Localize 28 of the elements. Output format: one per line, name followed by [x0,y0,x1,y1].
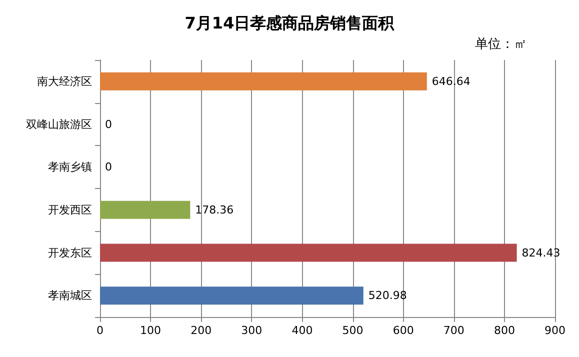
y-tick-label: 南大经济区 [37,74,92,88]
data-label: 0 [105,160,112,174]
x-tick-label: 400 [292,324,313,337]
y-tick-label: 开发东区 [48,246,92,260]
text: 单位：㎡ [475,37,527,52]
data-label: 824.43 [522,246,560,260]
x-tick-label: 0 [96,324,104,337]
y-tick-label: 孝南城区 [48,289,92,302]
x-tick-label: 900 [544,324,566,337]
data-label: 178.36 [195,203,234,216]
y-tick-label: 开发西区 [48,203,92,216]
bar [100,286,364,305]
chart-title: 7月14日孝感商品房销售面积 [184,14,396,32]
bar [100,200,190,219]
x-tick-label: 600 [392,324,414,337]
x-tick-label: 300 [241,324,262,337]
bar [100,244,517,262]
x-tick-label: 200 [190,324,212,337]
x-tick-label: 500 [342,324,364,337]
y-tick-label: 孝南乡镇 [48,160,92,174]
data-label: 646.64 [432,74,470,88]
x-tick-label: 100 [140,324,162,337]
x-tick-label: 800 [494,324,515,337]
data-label: 0 [105,118,112,131]
y-tick-label: 双峰山旅游区 [26,118,92,131]
data-label: 520.98 [368,289,407,302]
bar [100,72,427,90]
x-tick-label: 700 [443,324,464,337]
